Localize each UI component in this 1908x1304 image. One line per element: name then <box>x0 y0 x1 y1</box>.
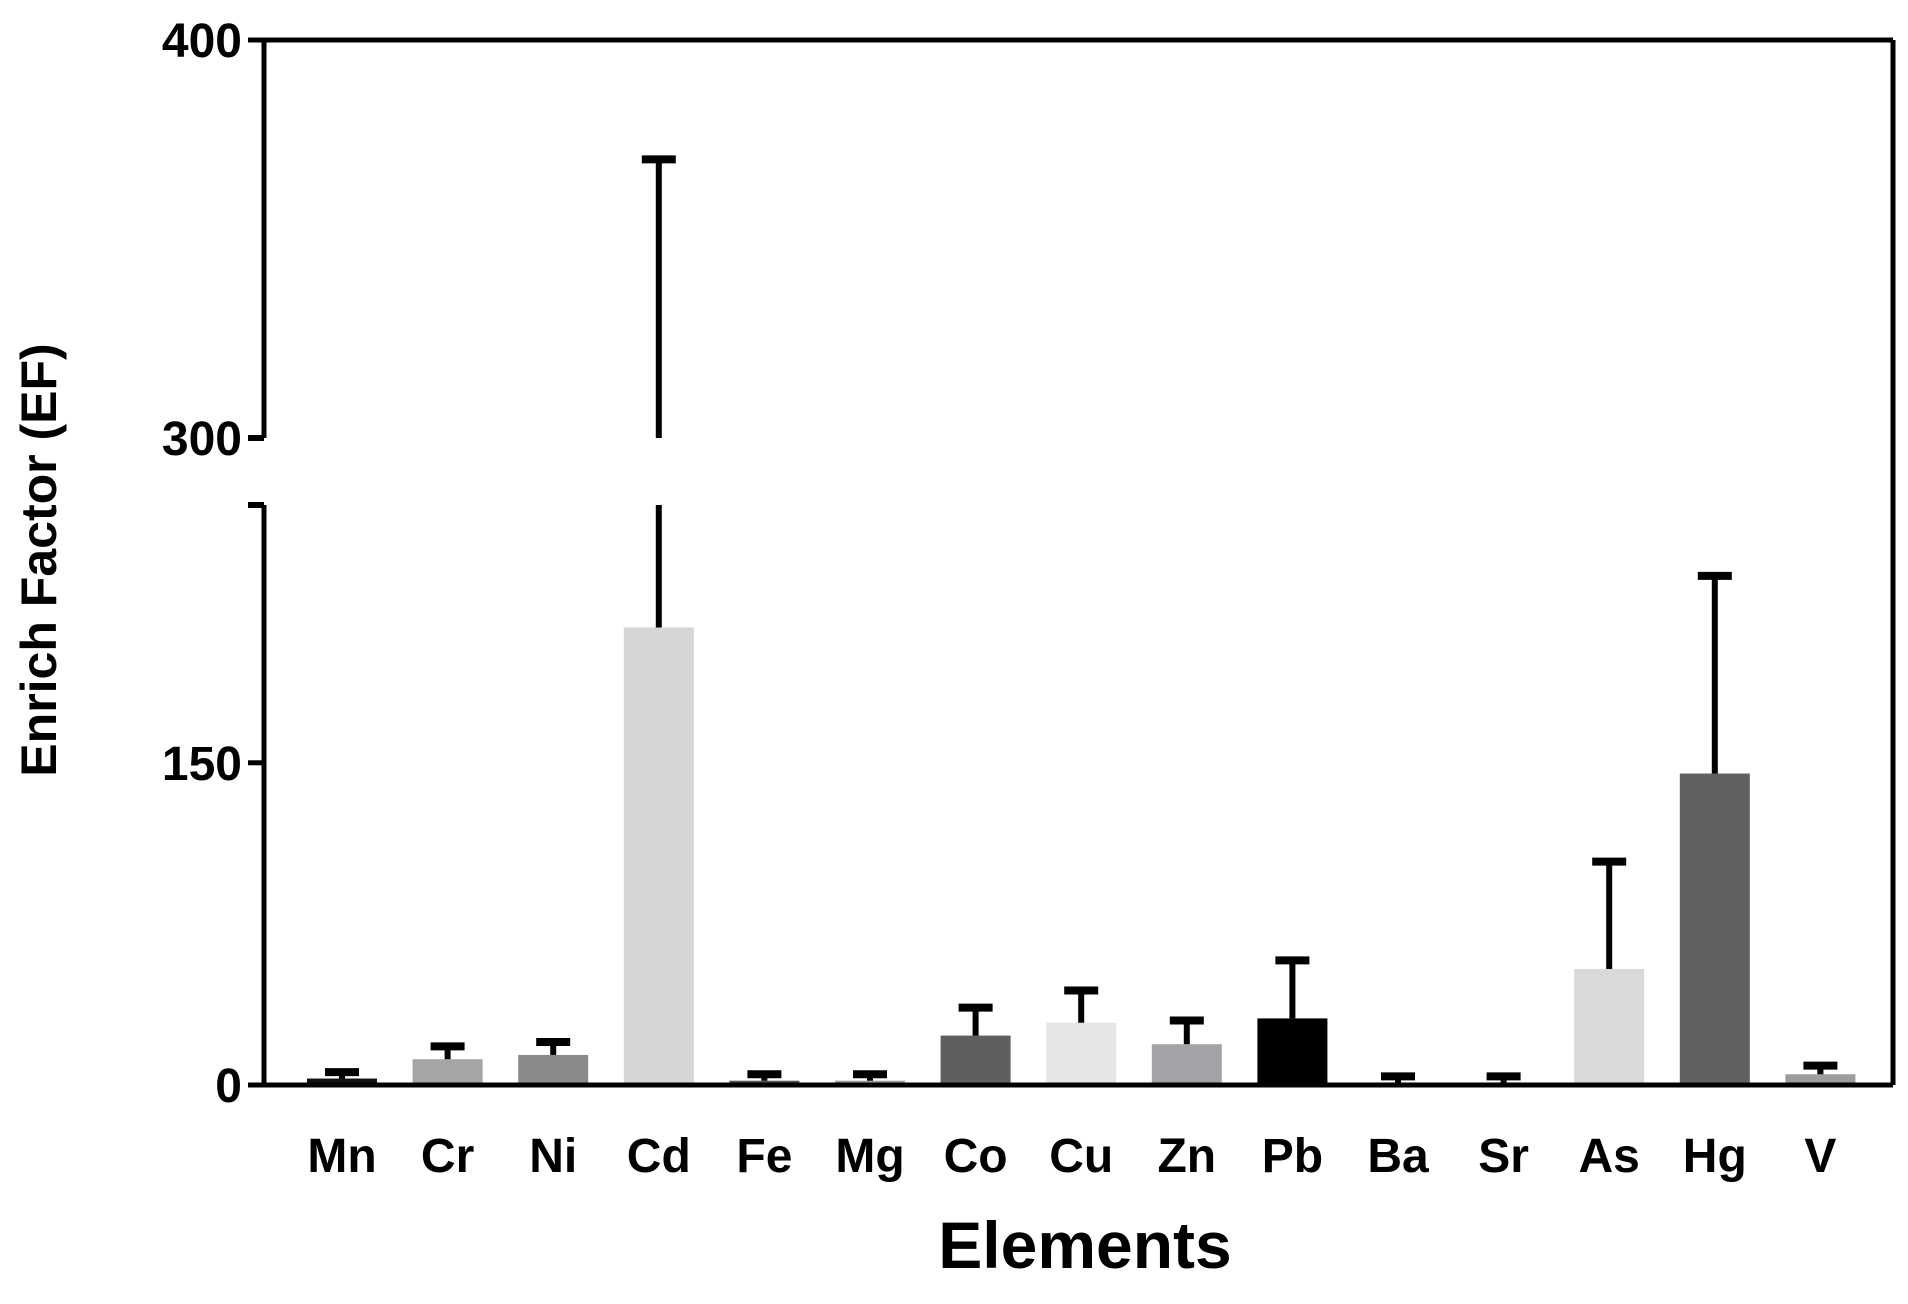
x-category-label: Ba <box>1367 1130 1429 1183</box>
x-categories-layer: Mn Cr Ni Cd Fe Mg Co Cu Zn Pb Ba Sr As Hg V <box>307 1130 1836 1183</box>
bar-ni <box>518 1054 589 1085</box>
x-category-label: Pb <box>1262 1130 1323 1183</box>
bar-hg <box>1679 773 1750 1085</box>
y-tick-label: 150 <box>162 738 242 791</box>
error-bars-layer <box>325 155 1838 1083</box>
bar-co <box>940 1035 1011 1085</box>
x-category-label: Co <box>944 1130 1008 1183</box>
x-category-label: Zn <box>1157 1130 1216 1183</box>
bar-mn <box>307 1078 377 1085</box>
axes-layer <box>248 37 1896 1088</box>
y-tick-label: 0 <box>215 1060 242 1113</box>
bars-layer <box>307 627 1856 1085</box>
x-category-label: Cd <box>627 1130 691 1183</box>
x-category-label: Hg <box>1683 1130 1747 1183</box>
bar-cu <box>1046 1022 1117 1085</box>
x-category-label: Mg <box>835 1130 904 1183</box>
y-ticks-layer: 0 150 300 400 <box>162 15 264 1113</box>
bar-zn <box>1151 1044 1222 1085</box>
bar-v <box>1785 1074 1856 1085</box>
x-category-label: Sr <box>1478 1130 1529 1183</box>
bar-cd <box>623 627 694 1085</box>
bar-pb <box>1257 1018 1328 1085</box>
x-category-label: As <box>1579 1130 1640 1183</box>
x-category-label: Cr <box>421 1130 474 1183</box>
x-category-label: Mn <box>307 1130 376 1183</box>
x-category-label: Ni <box>529 1130 577 1183</box>
y-axis-title: Enrich Factor (EF) <box>11 343 67 776</box>
y-tick-label: 400 <box>162 15 242 68</box>
x-axis-title: Elements <box>938 1208 1231 1282</box>
bar-cr <box>412 1059 483 1085</box>
x-category-label: V <box>1804 1130 1836 1183</box>
x-category-label: Cu <box>1049 1130 1113 1183</box>
bar-as <box>1574 969 1645 1085</box>
x-category-label: Fe <box>736 1130 792 1183</box>
y-tick-label: 300 <box>162 413 242 466</box>
